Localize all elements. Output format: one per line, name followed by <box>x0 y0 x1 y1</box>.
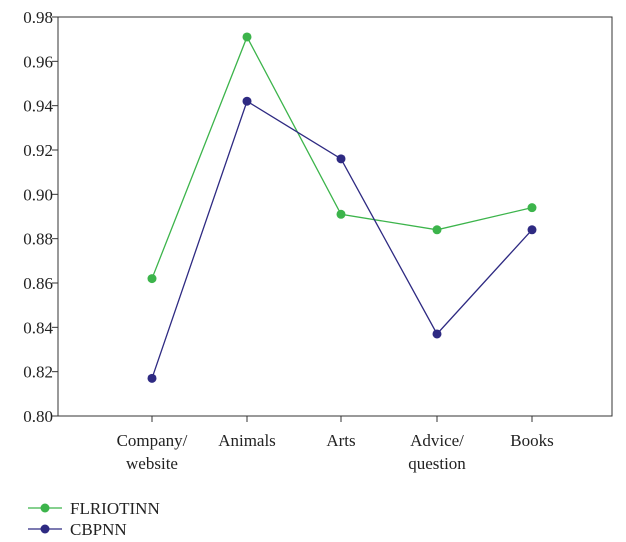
legend-marker-flriotinn <box>40 503 50 513</box>
y-tick-label: 0.94 <box>23 97 53 116</box>
y-tick-label: 0.82 <box>23 363 53 382</box>
series-layer <box>147 32 537 383</box>
data-point-flriotinn <box>147 274 157 284</box>
x-tick-label: Animals <box>218 431 276 450</box>
x-tick-label-line: Advice/ <box>410 431 464 450</box>
plot-frame <box>57 16 613 417</box>
y-tick-label: 0.92 <box>23 141 53 160</box>
y-axis-ticks: 0.80 0.82 0.84 0.86 0.88 0.90 0.92 0.94 0.96 0.98 <box>23 8 58 426</box>
data-point-cbpnn <box>527 225 537 235</box>
y-tick-label: 0.84 <box>23 318 53 337</box>
x-tick-label-line: website <box>126 454 178 473</box>
x-tick-label-line: Animals <box>218 431 276 450</box>
plot-border <box>57 16 613 417</box>
y-tick-label: 0.90 <box>23 185 53 204</box>
data-point-flriotinn <box>242 32 252 42</box>
x-tick-label-line: question <box>408 454 466 473</box>
y-tick-label: 0.98 <box>23 8 53 27</box>
y-tick-label: 0.86 <box>23 274 53 293</box>
legend-label-flriotinn: FLRIOTINN <box>70 499 160 518</box>
x-tick-label: Company/website <box>117 431 188 473</box>
y-tick-label: 0.96 <box>23 52 53 71</box>
y-tick-label: 0.80 <box>23 407 53 426</box>
x-tick-label-line: Arts <box>326 431 355 450</box>
legend: FLRIOTINN CBPNN <box>28 499 160 539</box>
x-tick-label: Arts <box>326 431 355 450</box>
x-tick-label: Books <box>510 431 553 450</box>
data-point-flriotinn <box>336 209 346 219</box>
y-tick-label: 0.88 <box>23 230 53 249</box>
series-line-cbpnn <box>151 100 533 379</box>
x-tick-label-line: Company/ <box>117 431 188 450</box>
x-axis-ticks: Company/website Animals Arts Advice/questio… <box>117 416 554 473</box>
x-tick-label: Advice/question <box>408 431 466 473</box>
data-point-cbpnn <box>147 373 157 383</box>
x-tick-label-line: Books <box>510 431 553 450</box>
legend-label-cbpnn: CBPNN <box>70 520 127 539</box>
data-point-cbpnn <box>336 154 346 164</box>
data-point-cbpnn <box>432 329 442 339</box>
legend-marker-cbpnn <box>40 524 50 534</box>
data-point-flriotinn <box>527 203 537 213</box>
data-point-flriotinn <box>432 225 442 235</box>
data-point-cbpnn <box>242 96 252 106</box>
